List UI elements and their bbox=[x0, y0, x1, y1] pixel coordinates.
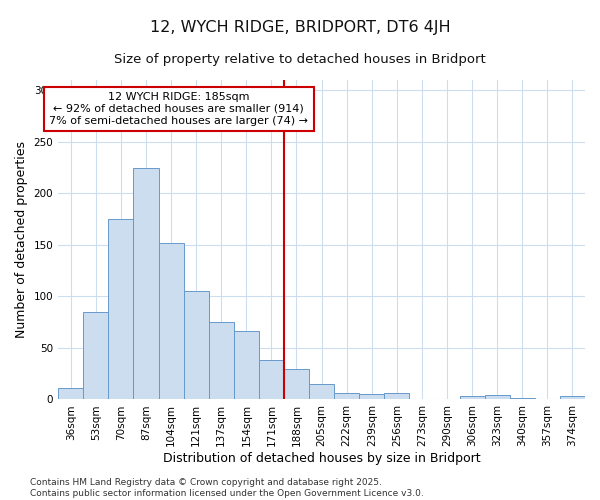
Bar bbox=[109, 219, 133, 400]
Bar bbox=[560, 396, 585, 400]
Bar bbox=[485, 396, 510, 400]
Text: 12 WYCH RIDGE: 185sqm
← 92% of detached houses are smaller (914)
7% of semi-deta: 12 WYCH RIDGE: 185sqm ← 92% of detached … bbox=[49, 92, 308, 126]
Bar bbox=[158, 243, 184, 400]
Bar bbox=[309, 384, 334, 400]
Y-axis label: Number of detached properties: Number of detached properties bbox=[15, 141, 28, 338]
Text: 12, WYCH RIDGE, BRIDPORT, DT6 4JH: 12, WYCH RIDGE, BRIDPORT, DT6 4JH bbox=[149, 20, 451, 35]
Text: Size of property relative to detached houses in Bridport: Size of property relative to detached ho… bbox=[114, 52, 486, 66]
Bar bbox=[259, 360, 284, 400]
Bar bbox=[133, 168, 158, 400]
Bar bbox=[184, 292, 209, 400]
Bar bbox=[83, 312, 109, 400]
Bar bbox=[334, 394, 359, 400]
Bar bbox=[359, 394, 385, 400]
Bar bbox=[385, 394, 409, 400]
X-axis label: Distribution of detached houses by size in Bridport: Distribution of detached houses by size … bbox=[163, 452, 481, 465]
Bar bbox=[234, 332, 259, 400]
Bar bbox=[209, 322, 234, 400]
Bar bbox=[460, 396, 485, 400]
Bar bbox=[284, 368, 309, 400]
Text: Contains HM Land Registry data © Crown copyright and database right 2025.
Contai: Contains HM Land Registry data © Crown c… bbox=[30, 478, 424, 498]
Bar bbox=[510, 398, 535, 400]
Bar bbox=[58, 388, 83, 400]
